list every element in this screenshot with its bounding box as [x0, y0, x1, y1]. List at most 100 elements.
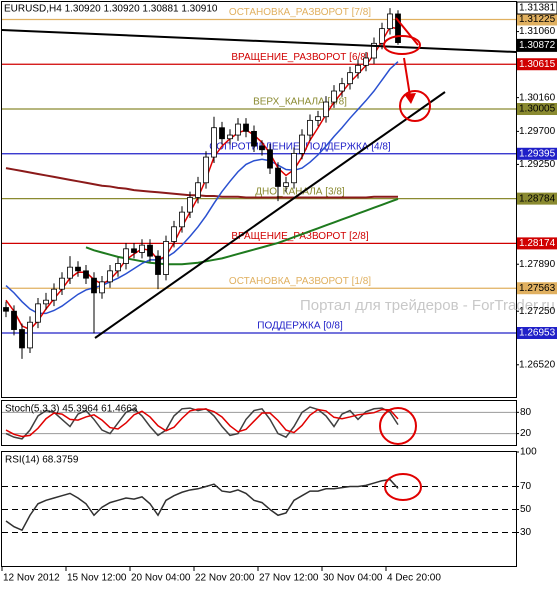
indicator-header: RSI(14) 68.3759 [5, 455, 79, 466]
level-label: ОСТАНОВКА_РАЗВОРОТ [1/8] [229, 276, 371, 287]
level-price-box [517, 282, 557, 295]
y-tick-label: 20 [520, 428, 532, 439]
candle-body [331, 90, 337, 103]
level-price-box [517, 192, 557, 205]
highlight-circle [384, 473, 422, 501]
trend-line [1, 29, 517, 53]
candle-body [219, 127, 225, 140]
annotations [1, 17, 517, 501]
candle-body [27, 321, 33, 349]
level-price: 1.30005 [519, 104, 556, 115]
level-price: 1.26953 [519, 328, 556, 339]
candle-body [355, 64, 361, 74]
candle-body [267, 149, 273, 169]
candle-body [139, 244, 145, 253]
level-price-box [517, 147, 557, 160]
candle-body [395, 13, 401, 43]
candle-body [315, 116, 321, 121]
level-label: ПОДДЕРЖКА [0/8] [257, 321, 343, 332]
candle-body [19, 329, 25, 349]
candle-body [235, 123, 241, 136]
level-label: ВРАЩЕНИЕ_РАЗВОРОТ [6/8] [231, 52, 369, 63]
candle-body [179, 211, 185, 228]
level-label: ДНО_КАНАЛА [3/8] [255, 186, 345, 197]
level-price-box [517, 327, 557, 340]
candle-body [99, 281, 105, 294]
highlight-circle [383, 35, 421, 55]
price-marker-box [516, 38, 557, 52]
y-tick-label: 100 [520, 447, 537, 458]
y-tick-label: 1.29700 [519, 126, 556, 137]
candle-body [195, 182, 201, 198]
x-tick-label: 22 Nov 20:00 [195, 573, 255, 584]
candle-body [35, 303, 41, 323]
candle-body [91, 277, 97, 294]
candle-body [371, 42, 377, 59]
level-price: 1.31225 [519, 14, 556, 25]
x-tick-label: 12 Nov 2012 [3, 573, 60, 584]
level-price: 1.27563 [519, 283, 556, 294]
y-tick-label: 50 [520, 504, 532, 515]
candle-body [75, 266, 81, 272]
candle-body [259, 145, 265, 151]
candle-body [387, 13, 393, 30]
level-price: 1.30615 [519, 59, 556, 70]
candle-body [227, 134, 233, 140]
candle-body [131, 248, 137, 253]
arrow [403, 57, 411, 97]
arrow [395, 17, 419, 46]
candle-body [211, 127, 217, 158]
level-price-box [517, 58, 557, 71]
level-price: 1.28784 [519, 193, 556, 204]
moving-average [85, 197, 399, 266]
moving-average [5, 167, 398, 199]
candle-body [11, 310, 17, 330]
x-tick-label: 27 Nov 12:00 [259, 573, 319, 584]
moving-average [5, 61, 399, 315]
price-marker-label: 1.31381 [519, 3, 556, 14]
candle-body [115, 263, 121, 272]
level-price-box [517, 13, 557, 26]
indicator-line [5, 478, 399, 532]
candle-body [67, 266, 73, 279]
watermark: Портал для трейдеров - ForTrader.ru [300, 297, 555, 314]
level-label: ВЕРХ_КАНАЛА [5/8] [253, 97, 347, 108]
x-tick-label: 20 Nov 04:00 [131, 573, 191, 584]
candle-body [187, 197, 193, 213]
candle-body [339, 83, 345, 92]
highlight-circle [399, 90, 431, 122]
candle-body [307, 119, 313, 136]
candle-body [155, 255, 161, 275]
chart-header: EURUSD,H4 1.30920 1.30920 1.30881 1.3091… [4, 4, 218, 15]
y-tick-label: 30 [520, 527, 532, 538]
candle-body [291, 153, 297, 184]
candle-body [107, 270, 113, 283]
level-label: ОСТАНОВКА_РАЗВОРОТ [7/8] [229, 7, 371, 18]
y-tick-label: 1.31060 [519, 26, 556, 37]
candle-body [347, 72, 353, 85]
x-tick-label: 4 Dec 20:00 [387, 573, 441, 584]
candle-body [83, 270, 89, 279]
trend-line [94, 91, 446, 339]
y-tick-label: 1.26520 [519, 359, 556, 370]
price-marker-label: 1.30872 [519, 40, 556, 51]
y-tick-label: 80 [520, 407, 532, 418]
candle-body [363, 57, 369, 66]
candle-body [43, 299, 49, 305]
price-marker-box [516, 1, 557, 15]
y-tick-label: 1.30160 [519, 92, 556, 103]
level-price: 1.28174 [519, 238, 556, 249]
x-tick-label: 30 Nov 04:00 [323, 573, 383, 584]
highlight-circle [379, 407, 417, 445]
indicator-line [5, 408, 399, 438]
y-tick-label: 1.27890 [519, 259, 556, 270]
arrowhead [404, 93, 416, 104]
candle-body [283, 182, 289, 187]
candle-body [275, 167, 281, 187]
candle-body [123, 248, 129, 264]
level-label: ВРАЩЕНИЕ_РАЗВОРОТ [2/8] [231, 231, 369, 242]
candle-body [299, 134, 305, 154]
candle-body [147, 244, 153, 257]
